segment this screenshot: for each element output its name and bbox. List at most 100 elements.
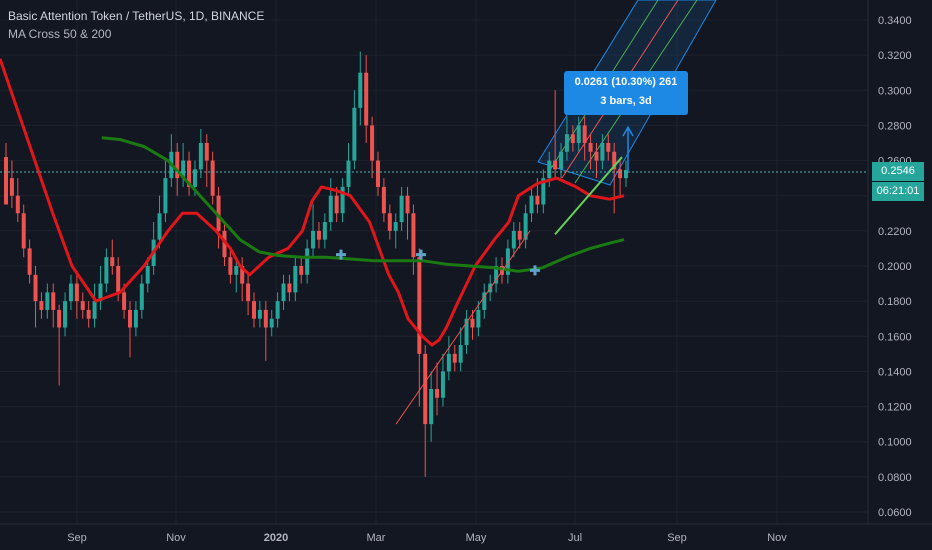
candle-body bbox=[334, 195, 339, 214]
cross-marker bbox=[530, 265, 540, 276]
candle-body bbox=[446, 353, 451, 372]
ma50-line bbox=[0, 58, 625, 347]
green-trend-line bbox=[554, 156, 623, 236]
candle-body bbox=[228, 257, 233, 275]
moving-averages bbox=[0, 58, 625, 347]
price-tick-label: 0.3400 bbox=[878, 15, 912, 27]
candle-body bbox=[222, 230, 227, 258]
candle-body bbox=[175, 151, 180, 179]
price-tick-label: 0.2800 bbox=[878, 120, 912, 132]
candle-body bbox=[287, 283, 292, 293]
price-tick-label: 0.1800 bbox=[878, 296, 912, 308]
candle-body bbox=[246, 283, 251, 302]
candle-body bbox=[541, 178, 546, 205]
candle-body bbox=[376, 160, 380, 187]
candle-body bbox=[464, 318, 469, 346]
time-tick-label: Nov bbox=[767, 532, 787, 544]
time-tick-label: May bbox=[466, 532, 487, 544]
candle-body bbox=[594, 151, 599, 161]
candle-body bbox=[257, 309, 262, 319]
candle-body bbox=[364, 72, 369, 126]
candle-body bbox=[45, 292, 50, 310]
candle-body bbox=[4, 157, 8, 205]
symbol-title[interactable]: Basic Attention Token / TetherUS, 1D, BI… bbox=[8, 9, 265, 23]
candle-body bbox=[157, 213, 162, 240]
price-tick-label: 0.0600 bbox=[878, 507, 912, 519]
ma200-line bbox=[101, 136, 625, 273]
time-axis[interactable]: Sep Nov 2020 Mar May Jul Sep Nov bbox=[67, 532, 787, 544]
time-tick-label: Sep bbox=[667, 532, 687, 544]
candle-body bbox=[618, 169, 623, 179]
candle-body bbox=[110, 257, 115, 266]
candle-body bbox=[192, 169, 197, 187]
candle-body bbox=[600, 143, 605, 161]
candle-body bbox=[352, 107, 357, 161]
price-tick-label: 0.1200 bbox=[878, 402, 912, 414]
candle-body bbox=[381, 186, 386, 214]
candle-body bbox=[370, 125, 375, 161]
candle-body bbox=[187, 160, 192, 187]
candle-body bbox=[612, 151, 617, 170]
candle-body bbox=[511, 230, 516, 249]
candle-body bbox=[476, 309, 481, 328]
time-tick-label: Jul bbox=[568, 532, 582, 544]
candle-body bbox=[517, 230, 522, 240]
cross-marker bbox=[416, 249, 426, 260]
candle-body bbox=[145, 266, 150, 284]
candle-body bbox=[470, 318, 475, 328]
candle-body bbox=[440, 371, 445, 398]
candle-body bbox=[417, 257, 422, 354]
candle-body bbox=[210, 160, 215, 196]
candle-body bbox=[358, 72, 363, 108]
price-axis[interactable]: 0.34000.32000.30000.28000.26000.24000.22… bbox=[878, 15, 912, 519]
candle-body bbox=[293, 266, 298, 293]
candle-body bbox=[122, 292, 127, 310]
candle-body bbox=[346, 160, 351, 187]
candle-body bbox=[27, 248, 32, 275]
candle-body bbox=[340, 186, 345, 214]
time-tick-label: Sep bbox=[67, 532, 87, 544]
candle-body bbox=[263, 309, 268, 328]
countdown-label: 06:21:01 bbox=[872, 182, 924, 201]
candle-body bbox=[452, 353, 457, 363]
candle-body bbox=[204, 143, 209, 161]
candle-body bbox=[429, 389, 434, 425]
price-tick-label: 0.1400 bbox=[878, 366, 912, 378]
candle-body bbox=[458, 345, 463, 363]
candle-body bbox=[606, 143, 611, 152]
candle-body bbox=[435, 389, 440, 398]
candle-body bbox=[582, 125, 587, 143]
candle-body bbox=[39, 301, 44, 310]
indicator-title[interactable]: MA Cross 50 & 200 bbox=[8, 27, 112, 41]
candle-body bbox=[86, 309, 91, 319]
candle-body bbox=[547, 160, 552, 179]
candle-body bbox=[564, 134, 569, 152]
candle-body bbox=[529, 195, 534, 214]
candle-body bbox=[523, 213, 528, 240]
candle-body bbox=[252, 301, 256, 319]
time-tick-label: Mar bbox=[367, 532, 386, 544]
candle-body bbox=[411, 213, 416, 258]
candle-body bbox=[535, 195, 540, 205]
trend-drawings bbox=[395, 125, 634, 425]
price-tick-label: 0.1000 bbox=[878, 437, 912, 449]
measure-change: 0.0261 (10.30%) 261 bbox=[574, 76, 678, 88]
candle-body bbox=[57, 309, 62, 328]
candle-body bbox=[181, 160, 186, 179]
candle-body bbox=[393, 222, 398, 231]
candle-body bbox=[570, 134, 575, 143]
candle-body bbox=[482, 292, 487, 310]
candle-body bbox=[576, 125, 581, 143]
candle-body bbox=[311, 230, 316, 249]
candle-body bbox=[216, 195, 221, 231]
candle-body bbox=[163, 178, 168, 214]
candle-body bbox=[63, 301, 68, 328]
measure-bars: 3 bars, 3d bbox=[600, 95, 652, 107]
candle-body bbox=[269, 318, 274, 328]
candle-body bbox=[133, 309, 138, 328]
price-tick-label: 0.0800 bbox=[878, 472, 912, 484]
candle-body bbox=[240, 266, 245, 284]
candle-body bbox=[116, 266, 121, 293]
